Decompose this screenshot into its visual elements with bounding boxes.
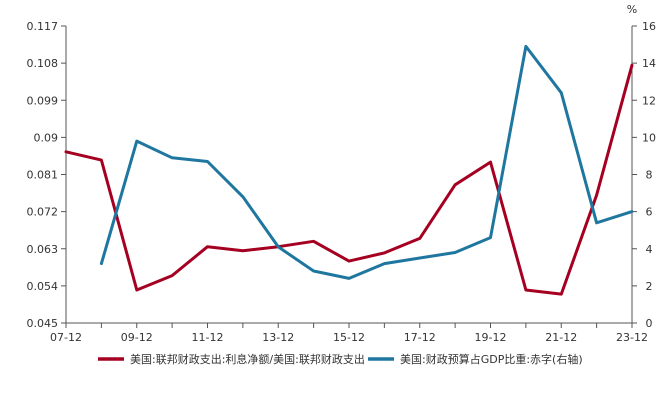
x-tick-label: 17-12 bbox=[404, 331, 436, 344]
y-left-tick-label: 0.045 bbox=[27, 317, 59, 330]
y-left-tick-label: 0.063 bbox=[27, 243, 59, 256]
series-line-1 bbox=[64, 63, 634, 296]
axes-layer: 0.045 0.054 0.063 0.072 0.081 0.09 0.099 0.108 0… bbox=[27, 3, 657, 344]
legend: 美国:联邦财政支出:利息净额/美国:联邦财政支出 美国:财政预算占GDP比重:赤字… bbox=[98, 352, 583, 366]
y-right-tick-label: 0 bbox=[646, 317, 653, 330]
y-right-tick-label: 4 bbox=[646, 243, 653, 256]
series-layer bbox=[64, 44, 634, 296]
y-left-tick-label: 0.054 bbox=[27, 280, 59, 293]
x-tick-label: 23-12 bbox=[616, 331, 648, 344]
y-right-tick-label: 14 bbox=[642, 57, 656, 70]
x-tick-label: 11-12 bbox=[192, 331, 224, 344]
y-left-tick-label: 0.099 bbox=[27, 94, 59, 107]
y-right-unit-label: % bbox=[627, 3, 637, 16]
y-left-tick-label: 0.117 bbox=[27, 20, 59, 33]
x-tick-label: 21-12 bbox=[545, 331, 577, 344]
y-right-tick-label: 2 bbox=[646, 280, 653, 293]
y-right-tick-label: 10 bbox=[642, 131, 656, 144]
x-tick-label: 09-12 bbox=[121, 331, 153, 344]
series-line-2 bbox=[99, 44, 634, 280]
y-left-tick-label: 0.081 bbox=[27, 169, 59, 182]
y-left-tick-label: 0.108 bbox=[27, 57, 59, 70]
x-tick-label: 15-12 bbox=[333, 331, 365, 344]
y-left-tick-label: 0.072 bbox=[27, 206, 59, 219]
x-tick-label: 07-12 bbox=[50, 331, 82, 344]
legend-label-1: 美国:联邦财政支出:利息净额/美国:联邦财政支出 bbox=[130, 352, 365, 366]
y-right-tick-label: 12 bbox=[642, 94, 656, 107]
x-tick-label: 19-12 bbox=[475, 331, 507, 344]
x-tick-label: 13-12 bbox=[262, 331, 294, 344]
y-right-tick-label: 6 bbox=[646, 206, 653, 219]
y-left-tick-label: 0.09 bbox=[34, 131, 59, 144]
legend-label-2: 美国:财政预算占GDP比重:赤字(右轴) bbox=[400, 352, 583, 366]
y-right-tick-label: 16 bbox=[642, 20, 656, 33]
y-right-tick-label: 8 bbox=[646, 169, 653, 182]
